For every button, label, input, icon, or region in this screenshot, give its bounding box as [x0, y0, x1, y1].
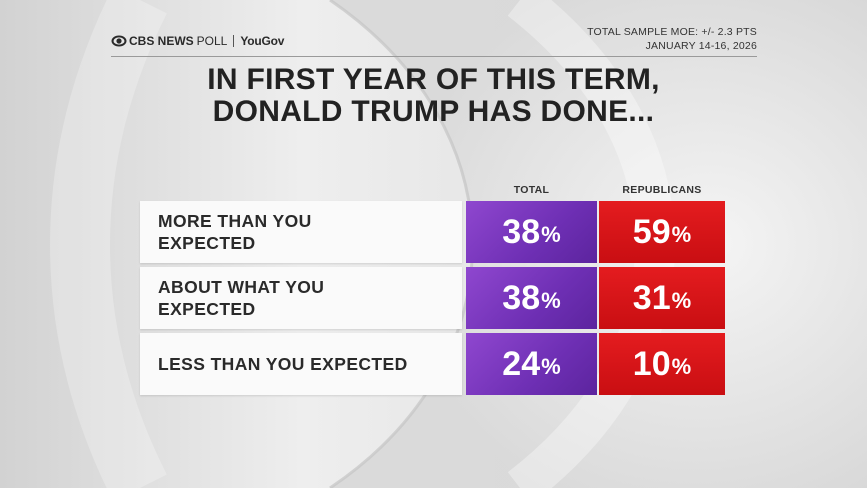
row-label-line-2: EXPECTED	[158, 233, 256, 253]
poll-label: POLL	[196, 34, 228, 48]
header-separator	[233, 35, 235, 47]
percent-sign: %	[541, 354, 561, 379]
title-line-1: IN FIRST YEAR OF THIS TERM,	[207, 63, 660, 96]
data-label-value: 24	[502, 344, 541, 383]
row-label-line-1: ABOUT WHAT YOU	[158, 277, 325, 297]
total-value-cell: 38%	[466, 267, 597, 329]
moe-text: TOTAL SAMPLE MOE: +/- 2.3 PTS	[587, 26, 757, 38]
percent-sign: %	[541, 288, 561, 313]
column-header-republicans: REPUBLICANS	[622, 184, 702, 196]
data-label-value: 38	[502, 212, 541, 251]
partner-logo: YouGov	[240, 34, 285, 48]
republicans-value-cell: 59%	[599, 201, 725, 263]
row-label-line-1: LESS THAN YOU EXPECTED	[158, 354, 408, 374]
header-divider	[111, 56, 757, 57]
brand-name: CBS NEWS	[129, 34, 194, 48]
percent-sign: %	[541, 222, 561, 247]
row-label-more-than-expected: MORE THAN YOU EXPECTED	[140, 201, 462, 263]
chart-title: IN FIRST YEAR OF THIS TERM, DONALD TRUMP…	[0, 64, 867, 128]
row-label-line-1: MORE THAN YOU	[158, 211, 312, 231]
row-label-line-2: EXPECTED	[158, 299, 256, 319]
data-label-value: 31	[632, 278, 671, 317]
percent-sign: %	[671, 288, 692, 313]
republicans-value-cell: 10%	[599, 333, 725, 395]
row-label-less-than-expected: LESS THAN YOU EXPECTED	[140, 333, 462, 395]
data-label-value: 10	[632, 344, 671, 383]
percent-sign: %	[671, 354, 692, 379]
brand-header: CBS NEWS POLL YouGov	[111, 33, 284, 49]
total-value-cell: 38%	[466, 201, 597, 263]
republicans-value-cell: 31%	[599, 267, 725, 329]
poll-dates: JANUARY 14-16, 2026	[645, 40, 757, 52]
row-label-about-what-expected: ABOUT WHAT YOU EXPECTED	[140, 267, 462, 329]
title-line-2: DONALD TRUMP HAS DONE...	[212, 95, 655, 128]
data-label-value: 59	[632, 212, 671, 251]
percent-sign: %	[671, 222, 692, 247]
column-header-total: TOTAL	[513, 184, 550, 196]
total-value-cell: 24%	[466, 333, 597, 395]
cbs-eye-logo-icon	[111, 35, 127, 47]
poll-meta: TOTAL SAMPLE MOE: +/- 2.3 PTS JANUARY 14…	[587, 25, 757, 53]
data-label-value: 38	[502, 278, 541, 317]
